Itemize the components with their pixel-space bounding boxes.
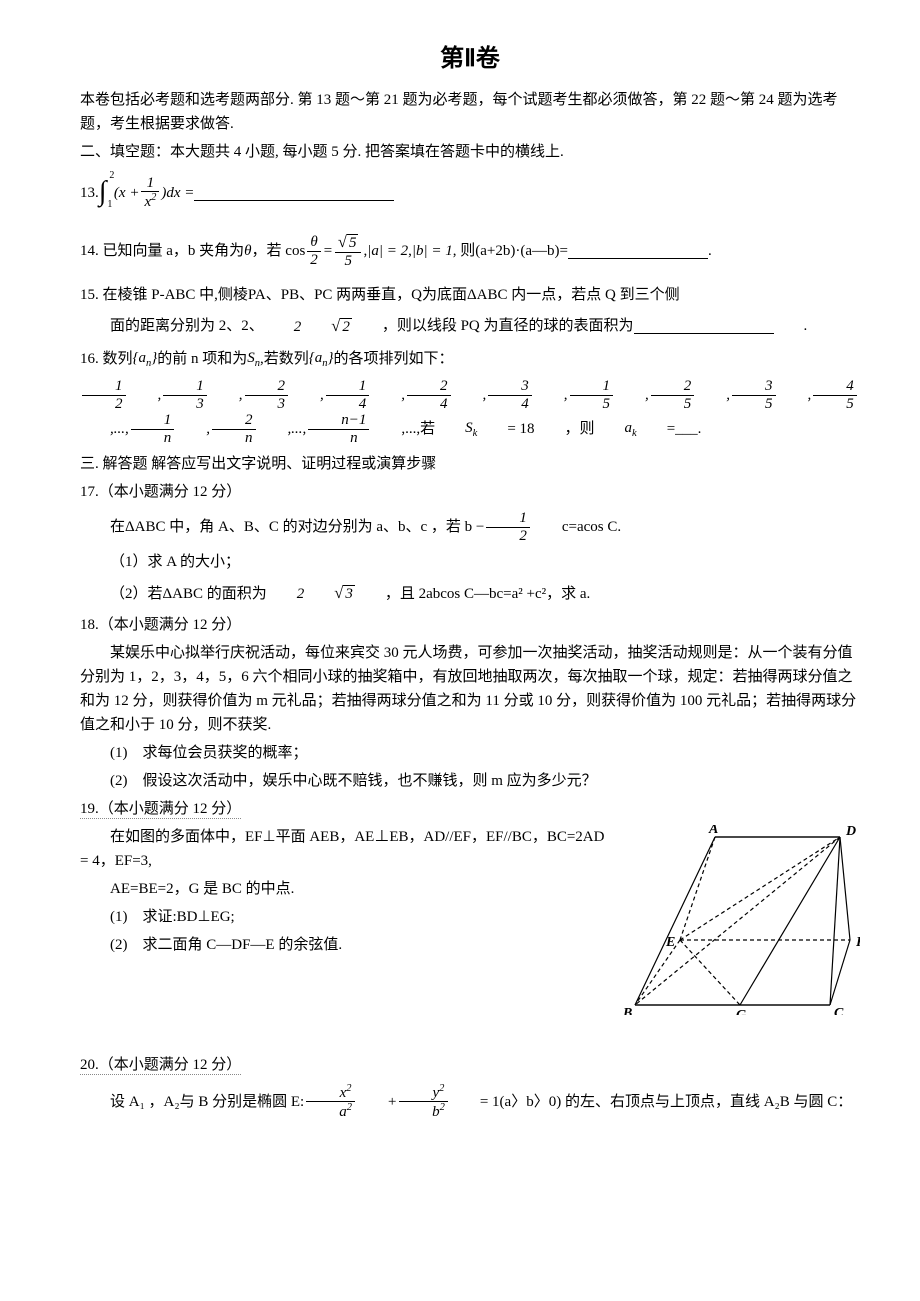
section-2-heading: 二、填空题：本大题共 4 小题, 每小题 5 分. 把答案填在答题卡中的横线上. (80, 140, 860, 164)
q20-frac1: x2a2 (306, 1083, 355, 1121)
q14-abs-b: |b| = 1 (412, 239, 453, 263)
q15-2sqrt2: 22 (264, 313, 352, 339)
q14-abs-a: |a| = 2 (367, 239, 408, 263)
q15-line1: 15. 在棱锥 P-ABC 中,侧棱PA、PB、PC 两两垂直，Q为底面ΔABC… (80, 283, 860, 307)
q13-blank (194, 185, 394, 201)
page-title: 第Ⅱ卷 (80, 40, 860, 78)
q16-mid1: 的前 n 项和为 (157, 347, 247, 371)
q16-sequence: 12, 13, 23, 14, 24, 34, 15, 25, 35, 45,.… (80, 378, 860, 446)
q14-mid1: ，若 cos (252, 239, 306, 263)
svg-text:E: E (665, 935, 675, 950)
q16-eq18: = 18 (477, 417, 534, 441)
q14-prefix: 14. 已知向量 a，b 夹角为 (80, 239, 244, 263)
q15-line2-text: 面的距离分别为 2、2、 (80, 314, 264, 338)
q15-line2: 面的距离分别为 2、2、 22 ，则以线段 PQ 为直径的球的表面积为 . (80, 313, 860, 339)
svg-text:C: C (834, 1006, 844, 1015)
integral-sign: ∫21 (99, 170, 107, 215)
svg-text:G: G (736, 1008, 746, 1015)
q20-frac2: y2b2 (399, 1083, 448, 1121)
theta: θ (244, 239, 251, 263)
svg-text:F: F (855, 935, 860, 950)
q16-tail2: ，则 (535, 417, 595, 441)
q17-sub2a: （2）若ΔABC 的面积为 (80, 582, 267, 606)
q15-tail: ，则以线段 PQ 为直径的球的表面积为 (352, 314, 634, 338)
q17-sub1: （1）求 A 的大小； (80, 550, 860, 574)
q14-eq: = (323, 239, 333, 263)
q16-mid3: 的各项排列如下： (334, 347, 454, 371)
q18-p1: 某娱乐中心拟举行庆祝活动，每位来宾交 30 元人场费，可参加一次抽奖活动，抽奖活… (80, 641, 860, 737)
q19-head: 19.（本小题满分 12 分） (80, 797, 860, 821)
q18-head: 18.（本小题满分 12 分） (80, 613, 860, 637)
section-3-heading: 三. 解答题 解答应写出文字说明、证明过程或演算步骤 (80, 452, 860, 476)
q16-mid2: ,若数列 (260, 347, 309, 371)
q19-figure: A D E F B G C (620, 825, 860, 1023)
q16-line1: 16. 数列 {an} 的前 n 项和为 Sn ,若数列 {an} 的各项排列如… (80, 346, 860, 373)
q13-frac: 1x2 (141, 175, 159, 211)
q14: 14. 已知向量 a，b 夹角为 θ ，若 cos θ2 = 55 , |a| … (80, 233, 860, 269)
q17-body: 在ΔABC 中，角 A、B、C 的对边分别为 a、b、c ，若 b − 12 c… (80, 510, 860, 544)
intro-paragraph: 本卷包括必考题和选考题两部分. 第 13 题～第 21 题为必考题，每个试题考生… (80, 88, 860, 136)
q13-dx: dx = (166, 181, 194, 205)
q20-head: 20.（本小题满分 12 分） (80, 1053, 860, 1077)
q16-prefix: 16. 数列 (80, 347, 133, 371)
q16-an1: {an} (133, 346, 158, 373)
q20-p1a: 设 A₁ ，A₂与 B 分别是椭圆 E: (80, 1090, 304, 1114)
q17-head: 17.（本小题满分 12 分） (80, 480, 860, 504)
q20-p1b: = 1(a〉b〉0) 的左、右顶点与上顶点，直线 A₂B 与圆 C： (450, 1090, 852, 1114)
q17-2sqrt3: 23 (267, 580, 355, 606)
svg-text:A: A (708, 825, 718, 837)
polyhedron-diagram: A D E F B G C (620, 825, 860, 1015)
q14-blank (568, 243, 708, 259)
q17-body-text: 在ΔABC 中，角 A、B、C 的对边分别为 a、b、c ，若 b − (80, 515, 484, 539)
q16-tail3: =___. (637, 417, 702, 441)
q15-blank (634, 318, 774, 334)
q17-half: 12 (486, 510, 530, 544)
q14-frac-theta2: θ2 (307, 234, 321, 268)
q13-prefix: 13. (80, 181, 99, 205)
q14-tail: , 则(a+2b)·(a―b)= (453, 239, 568, 263)
q16-tail1: ,...,若 (371, 417, 435, 441)
q16-sn: Sn (247, 346, 260, 373)
q18-sub2: (2) 假设这次活动中，娱乐中心既不赔钱，也不赚钱，则 m 应为多少元？ (80, 769, 860, 793)
q17-sub2: （2）若ΔABC 的面积为 23 ，且 2abcos C―bc=a² +c²，求… (80, 580, 860, 606)
q20-p1: 设 A₁ ，A₂与 B 分别是椭圆 E: x2a2 + y2b2 = 1(a〉b… (80, 1083, 860, 1121)
q16-an2: {an} (309, 346, 334, 373)
q18-sub1: (1) 求每位会员获奖的概率； (80, 741, 860, 765)
svg-text:B: B (622, 1006, 632, 1015)
q17-body2: c=acos C. (532, 515, 621, 539)
q13: 13. ∫21 (x + 1x2 ) dx = (80, 170, 860, 215)
q17-sub2b: ，且 2abcos C―bc=a² +c²，求 a. (355, 582, 590, 606)
svg-text:D: D (845, 825, 856, 839)
q14-frac-sqrt5: 55 (335, 233, 362, 269)
